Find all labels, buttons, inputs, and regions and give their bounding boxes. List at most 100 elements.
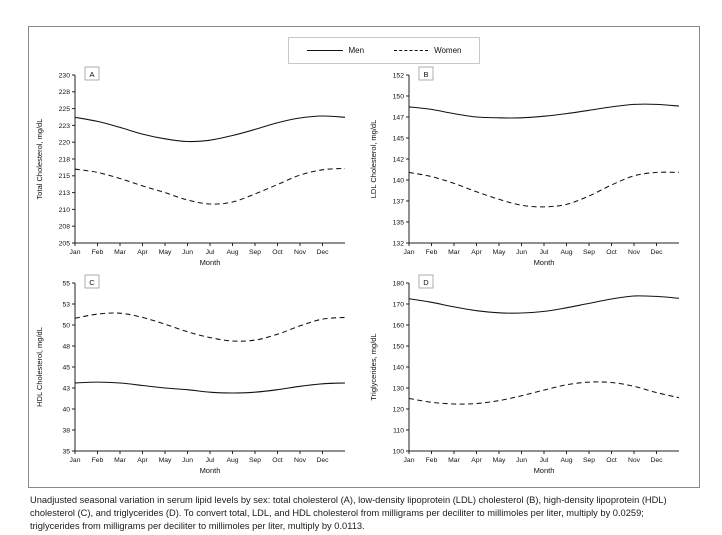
y-tick-label: 225 bbox=[59, 106, 71, 113]
x-tick-label: Apr bbox=[137, 457, 148, 464]
x-tick-label: May bbox=[159, 249, 172, 256]
y-tick-label: 213 bbox=[59, 190, 71, 197]
figure-caption: Unadjusted seasonal variation in serum l… bbox=[30, 494, 698, 532]
x-tick-label: Oct bbox=[272, 457, 283, 464]
legend: Men Women bbox=[288, 37, 480, 64]
x-tick-label: Apr bbox=[137, 249, 148, 256]
y-tick-label: 142 bbox=[393, 156, 405, 163]
x-tick-label: Jul bbox=[206, 457, 215, 464]
x-tick-label: Mar bbox=[114, 457, 126, 464]
panel-label-box bbox=[418, 274, 434, 289]
chart-a-svg: 230 228 225 223 220 218 215 213 210 208 205 Jan Feb M… bbox=[35, 66, 346, 267]
x-tick-label: Dec bbox=[316, 249, 329, 256]
y-tick-label: 230 bbox=[59, 72, 71, 79]
y-tick-label: 150 bbox=[393, 93, 405, 100]
legend-item-men: Men bbox=[306, 46, 365, 55]
x-tick-label: Dec bbox=[650, 249, 663, 256]
x-tick-label: Mar bbox=[448, 457, 460, 464]
x-tick-label: Sep bbox=[249, 249, 261, 256]
x-tick-label: Sep bbox=[249, 457, 261, 464]
y-tick-label: 132 bbox=[393, 240, 405, 247]
panel-label-box bbox=[84, 66, 100, 81]
women-dashed-line-icon bbox=[394, 50, 429, 51]
women-series-line bbox=[408, 381, 680, 405]
men-series-line bbox=[74, 115, 346, 143]
y-tick-label: 40 bbox=[62, 406, 70, 413]
x-tick-label: Aug bbox=[560, 249, 572, 256]
y-tick-label: 152 bbox=[393, 72, 405, 79]
y-tick-label: 210 bbox=[59, 207, 71, 214]
x-tick-label: Jun bbox=[182, 457, 193, 464]
y-tick-label: 228 bbox=[59, 89, 71, 96]
y-tick-label: 45 bbox=[62, 364, 70, 371]
x-axis-title: Month bbox=[534, 466, 555, 475]
x-tick-label: May bbox=[159, 457, 172, 464]
x-tick-label: Sep bbox=[583, 457, 595, 464]
x-tick-label: Oct bbox=[606, 249, 617, 256]
men-series-line bbox=[408, 295, 680, 314]
y-tick-label: 145 bbox=[393, 135, 405, 142]
x-tick-label: May bbox=[493, 249, 506, 256]
x-tick-label: Jul bbox=[540, 249, 549, 256]
x-tick-label: Nov bbox=[628, 249, 641, 256]
panel-label-box bbox=[84, 274, 100, 289]
x-axis-title: Month bbox=[534, 258, 555, 267]
x-tick-label: Feb bbox=[92, 457, 104, 464]
charts-grid: 230 228 225 223 220 218 215 213 210 208 205 Jan Feb M… bbox=[31, 65, 697, 481]
chart-d-svg: 180 170 160 150 140 130 120 110 100 Jan Feb Mar Apr M… bbox=[369, 274, 680, 475]
x-tick-label: Jan bbox=[404, 457, 415, 464]
caption-line-3: triglycerides from milligrams per decili… bbox=[30, 520, 365, 531]
y-tick-label: 223 bbox=[59, 123, 71, 130]
men-series-line bbox=[408, 103, 680, 119]
y-tick-label: 55 bbox=[62, 280, 70, 287]
y-tick-label: 180 bbox=[393, 280, 405, 287]
y-tick-label: 38 bbox=[62, 427, 70, 434]
y-tick-label: 215 bbox=[59, 173, 71, 180]
chart-panel-a: 230 228 225 223 220 218 215 213 210 208 205 Jan Feb M… bbox=[31, 65, 363, 271]
y-tick-label: 160 bbox=[393, 322, 405, 329]
x-tick-label: May bbox=[493, 457, 506, 464]
panel-label: C bbox=[89, 278, 95, 287]
y-tick-label: 130 bbox=[393, 385, 405, 392]
x-tick-label: Jun bbox=[516, 249, 527, 256]
y-tick-label: 120 bbox=[393, 406, 405, 413]
chart-panel-d: 180 170 160 150 140 130 120 110 100 Jan Feb Mar Apr M… bbox=[365, 273, 697, 479]
legend-item-women: Women bbox=[394, 46, 461, 55]
x-tick-label: Aug bbox=[226, 457, 238, 464]
x-tick-label: Nov bbox=[294, 457, 307, 464]
x-tick-label: Jan bbox=[70, 457, 81, 464]
x-tick-label: Jun bbox=[516, 457, 527, 464]
y-tick-label: 220 bbox=[59, 140, 71, 147]
chart-panel-c: 55 53 50 48 45 43 40 38 35 Jan Feb Mar Apr May Jun Jul A… bbox=[31, 273, 363, 479]
y-tick-label: 100 bbox=[393, 448, 405, 455]
x-tick-label: Jun bbox=[182, 249, 193, 256]
x-tick-label: Mar bbox=[114, 249, 126, 256]
y-tick-label: 205 bbox=[59, 240, 71, 247]
y-tick-label: 53 bbox=[62, 301, 70, 308]
x-tick-label: Mar bbox=[448, 249, 460, 256]
x-tick-label: Oct bbox=[606, 457, 617, 464]
caption-line-2: cholesterol (C), and triglycerides (D). … bbox=[30, 507, 644, 518]
y-axis-title: Triglycerides, mg/dL bbox=[369, 333, 378, 400]
figure-box: Men Women 230 228 225 223 220 218 215 213 210 208… bbox=[28, 26, 700, 488]
chart-b-svg: 152 150 147 145 142 140 137 135 132 Jan Feb Mar Apr M… bbox=[369, 66, 680, 267]
x-tick-label: Feb bbox=[426, 457, 438, 464]
x-tick-label: Jul bbox=[206, 249, 215, 256]
x-tick-label: Apr bbox=[471, 249, 482, 256]
chart-panel-b: 152 150 147 145 142 140 137 135 132 Jan Feb Mar Apr M… bbox=[365, 65, 697, 271]
x-tick-label: Jan bbox=[70, 249, 81, 256]
legend-men-label: Men bbox=[348, 46, 365, 55]
women-series-line bbox=[74, 167, 346, 205]
y-tick-label: 170 bbox=[393, 301, 405, 308]
y-tick-label: 137 bbox=[393, 198, 405, 205]
panel-label: B bbox=[423, 70, 428, 79]
y-tick-label: 135 bbox=[393, 219, 405, 226]
men-solid-line-icon bbox=[306, 50, 343, 51]
y-tick-label: 140 bbox=[393, 364, 405, 371]
legend-women-label: Women bbox=[434, 46, 462, 55]
women-series-line bbox=[408, 171, 680, 208]
y-axis-title: HDL Cholesterol, mg/dL bbox=[35, 327, 44, 407]
caption-line-1: Unadjusted seasonal variation in serum l… bbox=[30, 495, 667, 505]
x-tick-label: Apr bbox=[471, 457, 482, 464]
